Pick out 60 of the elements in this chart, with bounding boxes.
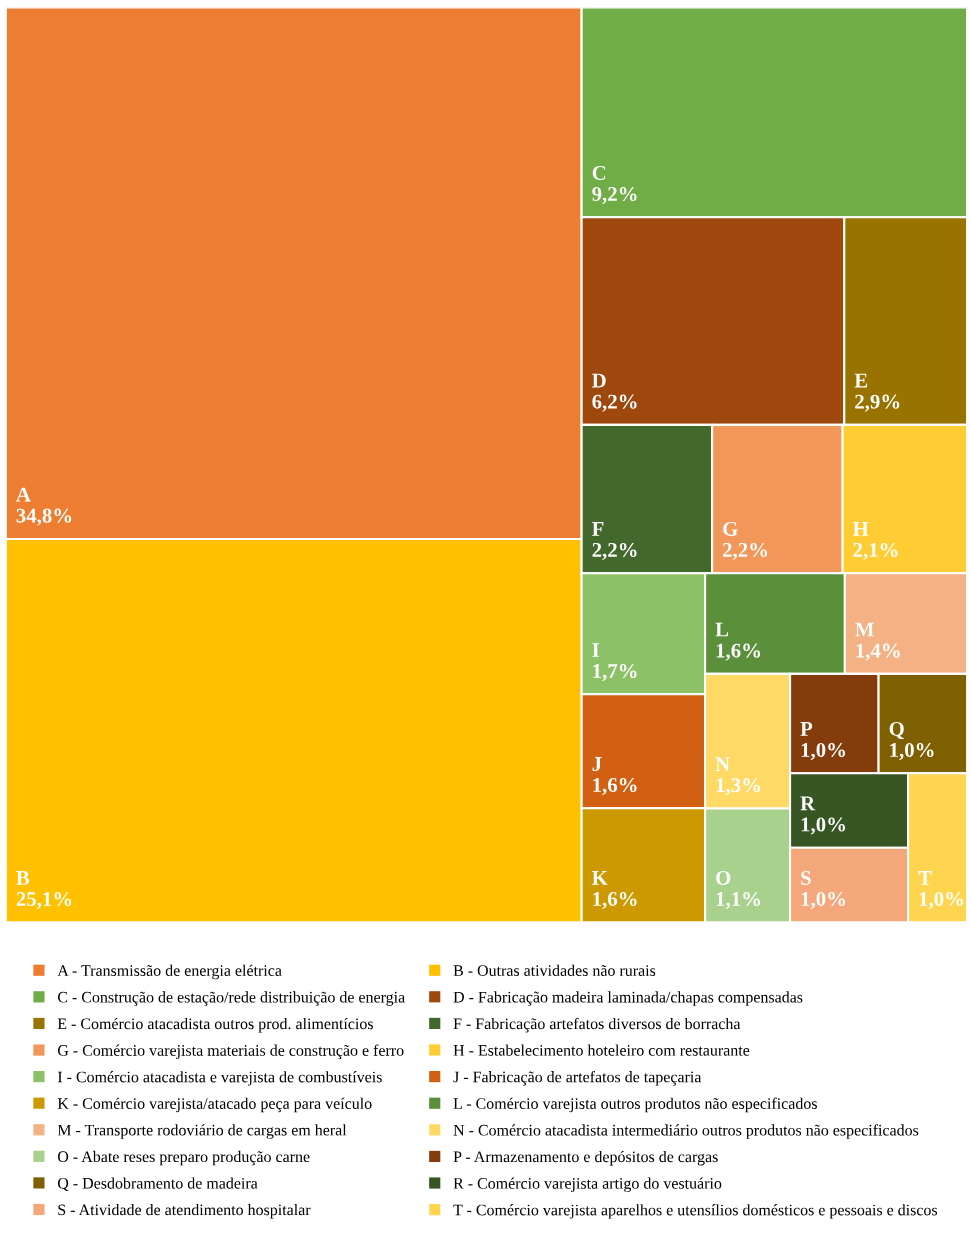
data-label: 1,6% xyxy=(593,777,637,796)
text: I - Comércio atacadista e varejista de combustíveis xyxy=(57,1071,382,1086)
category-label: B xyxy=(16,871,30,885)
category-label: K xyxy=(592,871,608,885)
data-label: 1,0% xyxy=(801,742,846,761)
data-label: 2,2% xyxy=(592,542,637,560)
data-label: 1,1% xyxy=(716,891,761,910)
text: P - Armazenamento e depósitos de cargas xyxy=(453,1150,718,1166)
category-label: C xyxy=(592,165,606,180)
text: T - Comércio varejista aparelhos e utensílios domésticos e pessoais e discos xyxy=(453,1204,938,1219)
data-label: 1,6% xyxy=(593,891,637,910)
category-label: N xyxy=(715,757,730,771)
category-label: H xyxy=(852,522,869,536)
category-label: O xyxy=(716,870,731,885)
category-label: T xyxy=(918,871,932,885)
text: B - Outras atividades não rurais xyxy=(453,964,656,976)
text: N - Comércio atacadista intermediário outros produtos não especificados xyxy=(453,1124,919,1139)
data-label: 1,4% xyxy=(856,643,900,661)
category-label: A xyxy=(16,487,31,502)
category-label: D xyxy=(592,373,606,388)
data-label: 1,0% xyxy=(801,817,846,835)
data-label: 9,2% xyxy=(592,186,637,205)
category-label: S xyxy=(801,870,811,885)
text: D - Fabricação madeira laminada/chapas compensadas xyxy=(453,991,803,1006)
data-label: 34,8% xyxy=(16,508,72,526)
category-label: P xyxy=(800,722,813,736)
text: H - Estabelecimento hoteleiro com restaurante xyxy=(453,1044,750,1056)
text: J - Fabricação de artefatos de tapeçaria xyxy=(453,1070,702,1086)
data-label: 2,1% xyxy=(853,542,898,560)
text: K - Comércio varejista/atacado peça para veículo xyxy=(57,1097,372,1113)
text: O - Abate reses preparo produção carne xyxy=(57,1150,310,1166)
category-label: M xyxy=(855,622,874,637)
text: S - Atividade de atendimento hospitalar xyxy=(58,1203,311,1219)
category-label: Q xyxy=(889,721,904,740)
data-label: 1,0% xyxy=(890,742,934,761)
text: G - Comércio varejista materiais de construção e ferro xyxy=(57,1044,404,1060)
data-label: 2,2% xyxy=(723,542,768,560)
text: C - Construção de estação/rede distribuição de energia xyxy=(57,991,405,1006)
category-label: J xyxy=(592,757,602,771)
text: F - Fabricação artefatos diversos de borracha xyxy=(453,1017,741,1033)
category-label: R xyxy=(800,796,816,811)
text: Q - Desdobramento de madeira xyxy=(57,1177,258,1192)
text: R - Comércio varejista artigo do vestuário xyxy=(453,1177,722,1193)
data-label: 1,0% xyxy=(919,891,964,910)
data-label: 1,6% xyxy=(716,643,761,661)
category-label: E xyxy=(854,373,868,388)
text: E - Comércio atacadista outros prod. alimentícios xyxy=(57,1017,373,1033)
category-label: I xyxy=(592,643,600,657)
data-label: 1,7% xyxy=(593,663,637,682)
category-label: G xyxy=(723,521,738,536)
category-label: F xyxy=(592,522,604,536)
text: L - Comércio varejista outros produtos não especificados xyxy=(453,1097,817,1113)
data-label: 2,9% xyxy=(855,394,900,412)
text: A - Transmissão de energia elétrica xyxy=(57,964,282,980)
text: M - Transporte rodoviário de cargas em heral xyxy=(57,1124,347,1139)
data-label: 25,1% xyxy=(16,891,72,910)
data-label: 1,3% xyxy=(716,778,761,796)
category-label: L xyxy=(715,622,729,637)
data-label: 6,2% xyxy=(592,394,637,412)
data-label: 1,0% xyxy=(801,891,846,910)
